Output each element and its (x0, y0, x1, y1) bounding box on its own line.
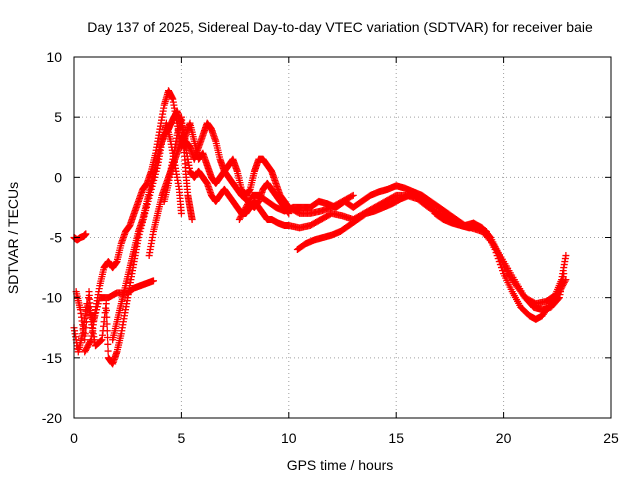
y-tick-labels: -20 -15 -10 -5 0 5 10 (42, 49, 62, 426)
data-point (554, 295, 562, 303)
data-point (86, 337, 94, 345)
data-point (188, 215, 196, 223)
data-point (245, 197, 253, 205)
y-tick-label: -5 (50, 230, 63, 246)
data-point (236, 214, 244, 222)
series-track-3 (72, 119, 185, 368)
x-tick-label: 5 (178, 430, 186, 446)
data-point (238, 211, 246, 219)
series-track-9 (235, 182, 568, 314)
data-point (81, 348, 89, 356)
series-layer (70, 87, 570, 368)
y-tick-label: 10 (46, 49, 62, 65)
data-point (103, 327, 111, 335)
data-point (83, 312, 91, 320)
data-point (562, 252, 570, 260)
x-tick-label: 25 (603, 430, 619, 446)
data-point (239, 209, 247, 217)
y-tick-label: 5 (54, 109, 62, 125)
data-point (246, 196, 254, 204)
x-tick-label: 20 (496, 430, 512, 446)
y-tick-label: -20 (42, 410, 62, 426)
y-tick-label: -15 (42, 350, 62, 366)
series-track-4 (81, 87, 357, 356)
data-point (85, 340, 93, 348)
data-point (103, 320, 111, 328)
data-point (243, 202, 251, 210)
data-point (242, 203, 250, 211)
data-point (560, 270, 568, 278)
x-tick-label: 10 (281, 430, 297, 446)
x-axis-label: GPS time / hours (287, 457, 394, 473)
data-point (102, 306, 110, 314)
data-point (96, 337, 104, 345)
data-point (348, 192, 356, 200)
data-point (244, 199, 252, 207)
data-point (235, 215, 243, 223)
y-axis-label: SDTVAR / TECUs (5, 182, 21, 294)
data-point (81, 330, 89, 338)
series-track-5 (109, 107, 293, 344)
axis-ticks (73, 56, 612, 419)
data-point (240, 206, 248, 214)
data-point (82, 346, 90, 354)
data-point (237, 212, 245, 220)
grid (74, 57, 611, 418)
data-point (104, 340, 112, 348)
x-tick-labels: 0 5 10 15 20 25 (70, 430, 619, 446)
x-tick-label: 15 (388, 430, 404, 446)
y-tick-label: -10 (42, 290, 62, 306)
data-point (349, 191, 357, 199)
x-tick-label: 0 (70, 430, 78, 446)
data-point (103, 313, 111, 321)
data-point (177, 209, 185, 217)
data-point (97, 337, 105, 345)
series-track-7 (160, 113, 196, 223)
data-point (82, 324, 90, 332)
data-point (241, 205, 249, 213)
series-track-2 (70, 230, 90, 244)
data-point (243, 200, 251, 208)
data-point (104, 347, 112, 355)
chart-title: Day 137 of 2025, Sidereal Day-to-day VTE… (87, 19, 593, 35)
y-tick-label: 0 (54, 169, 62, 185)
data-point (499, 267, 507, 275)
data-point (102, 300, 110, 308)
data-point (84, 342, 92, 350)
data-point (81, 336, 89, 344)
data-point (149, 277, 157, 285)
data-point (82, 345, 90, 353)
data-point (86, 339, 94, 347)
data-point (82, 230, 90, 238)
data-point (83, 343, 91, 351)
data-point (239, 208, 247, 216)
